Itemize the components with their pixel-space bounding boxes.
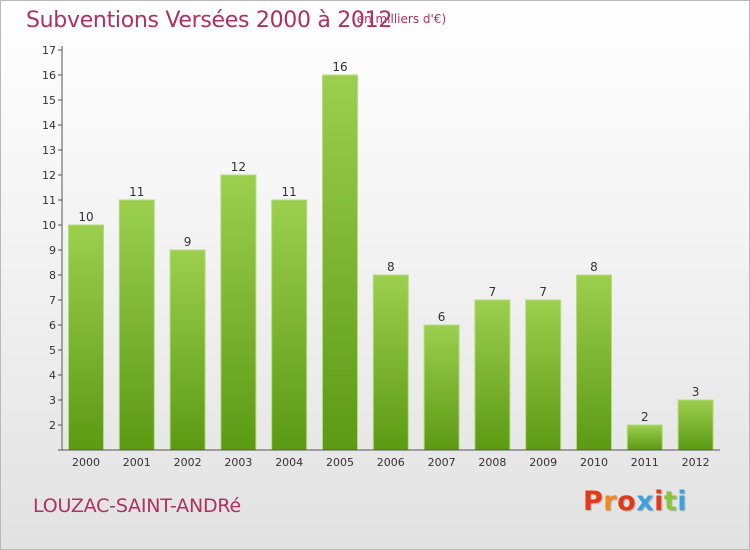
- y-tick-label-10: 10: [42, 219, 56, 232]
- logo-letter: i: [654, 486, 664, 517]
- x-tick-label-2007: 2007: [428, 456, 456, 469]
- bar-2011: [626, 424, 663, 451]
- x-tick-label-2003: 2003: [224, 456, 252, 469]
- y-tick-label-3: 3: [49, 394, 56, 407]
- data-label-2006: 8: [387, 260, 395, 274]
- y-tick-label-2: 2: [49, 419, 56, 432]
- data-label-2004: 11: [282, 185, 297, 199]
- bar-2006: [372, 274, 409, 451]
- data-label-2008: 7: [489, 285, 497, 299]
- x-tick-label-2012: 2012: [682, 456, 710, 469]
- y-tick-label-6: 6: [49, 319, 56, 332]
- chart-title: Subventions Versées 2000 à 2012: [26, 8, 393, 33]
- y-tick-label-8: 8: [49, 269, 56, 282]
- commune-name: LOUZAC-SAINT-ANDRé: [33, 495, 242, 517]
- bar-2004: [271, 199, 308, 451]
- logo-letter: P: [583, 486, 604, 517]
- data-label-2000: 10: [78, 210, 93, 224]
- data-label-2005: 16: [332, 60, 347, 74]
- axis-layer: 2000 2001 2002 2003 2004 2005 2006 2007 2008 2009…: [42, 44, 720, 469]
- bar-2000: [68, 224, 104, 451]
- y-tick-label-11: 11: [42, 194, 56, 207]
- bar-2008: [474, 299, 511, 451]
- y-tick-label-17: 17: [42, 44, 56, 57]
- bar-2005: [322, 74, 358, 451]
- y-tick-label-13: 13: [42, 144, 56, 157]
- x-tick-label-2004: 2004: [275, 456, 303, 469]
- logo-letter: t: [663, 486, 678, 517]
- y-tick-label-12: 12: [42, 169, 56, 182]
- data-label-2009: 7: [539, 285, 547, 299]
- y-tick-label-4: 4: [49, 369, 56, 382]
- y-tick-label-14: 14: [42, 119, 56, 132]
- x-tick-label-2008: 2008: [478, 456, 506, 469]
- data-label-2010: 8: [590, 260, 598, 274]
- x-tick-label-2010: 2010: [580, 456, 608, 469]
- x-tick-label-2002: 2002: [174, 456, 202, 469]
- y-tick-label-9: 9: [49, 244, 56, 257]
- unit-note: (en milliers d'€): [352, 12, 447, 26]
- data-label-2003: 12: [231, 160, 246, 174]
- x-tick-label-2000: 2000: [72, 456, 100, 469]
- data-label-2012: 3: [692, 385, 700, 399]
- logo-letter: o: [617, 486, 637, 517]
- bar-2001: [118, 199, 155, 451]
- bars-layer: 10 11 9 12 11 16 8 6 7 7 8 2 3: [68, 60, 714, 451]
- y-tick-label-7: 7: [49, 294, 56, 307]
- proxiti-logo[interactable]: Proxiti: [583, 486, 687, 517]
- bar-2009: [525, 299, 562, 451]
- bar-2010: [576, 274, 612, 451]
- x-tick-label-2006: 2006: [377, 456, 405, 469]
- bar-2012: [677, 399, 714, 451]
- y-tick-label-15: 15: [42, 94, 56, 107]
- data-label-2011: 2: [641, 410, 649, 424]
- logo-letter: i: [677, 486, 688, 517]
- y-tick-label-5: 5: [49, 344, 56, 357]
- x-tick-label-2001: 2001: [123, 456, 151, 469]
- bar-2007: [423, 324, 460, 451]
- logo-letter: r: [603, 486, 618, 517]
- x-tick-label-2009: 2009: [529, 456, 557, 469]
- logo-letter: x: [636, 486, 655, 517]
- bar-2002: [169, 249, 206, 451]
- data-label-2007: 6: [438, 310, 446, 324]
- y-tick-label-16: 16: [42, 69, 56, 82]
- x-tick-label-2011: 2011: [631, 456, 659, 469]
- x-tick-label-2005: 2005: [326, 456, 354, 469]
- data-label-2002: 9: [184, 235, 192, 249]
- data-label-2001: 11: [129, 185, 144, 199]
- bar-2003: [220, 174, 257, 451]
